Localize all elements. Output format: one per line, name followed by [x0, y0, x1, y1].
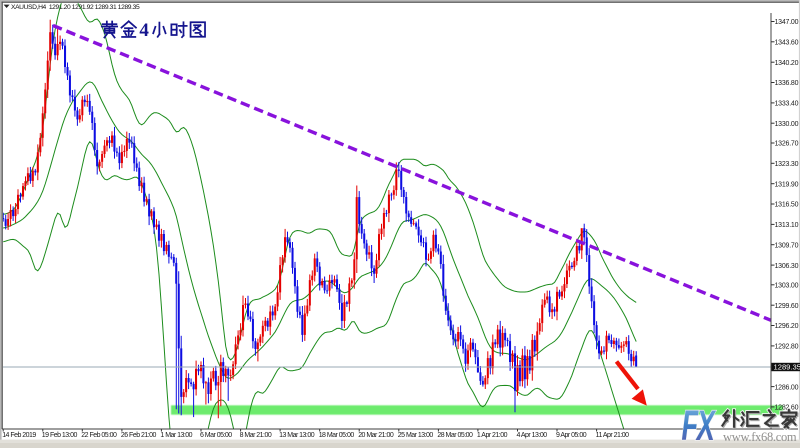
- svg-text:26 Feb 21:00: 26 Feb 21:00: [121, 432, 157, 439]
- svg-text:8 Mar 21:00: 8 Mar 21:00: [240, 432, 272, 439]
- svg-text:1309.70: 1309.70: [775, 242, 799, 249]
- svg-text:XAUUSD,H4 1291.20 1291.92 128: XAUUSD,H4 1291.20 1291.92 1289.31 1289.3…: [11, 4, 140, 11]
- svg-text:1286.00: 1286.00: [775, 384, 799, 391]
- svg-text:www.fx68.com: www.fx68.com: [723, 430, 797, 443]
- svg-text:1 Mar 13:00: 1 Mar 13:00: [160, 432, 192, 439]
- svg-text:1323.30: 1323.30: [775, 161, 799, 168]
- svg-text:1343.60: 1343.60: [775, 40, 799, 47]
- svg-text:1 Apr 21:00: 1 Apr 21:00: [477, 432, 508, 439]
- svg-text:FX: FX: [682, 401, 717, 443]
- svg-text:11 Apr 21:00: 11 Apr 21:00: [596, 432, 630, 439]
- svg-text:1330.00: 1330.00: [775, 121, 799, 128]
- svg-text:19 Feb 13:00: 19 Feb 13:00: [42, 432, 78, 439]
- svg-text:1306.30: 1306.30: [775, 263, 799, 270]
- svg-text:1336.80: 1336.80: [775, 80, 799, 87]
- svg-text:1347.00: 1347.00: [775, 19, 799, 26]
- svg-text:13 Mar 13:00: 13 Mar 13:00: [279, 432, 315, 439]
- svg-text:1296.20: 1296.20: [775, 323, 799, 330]
- svg-text:1326.70: 1326.70: [775, 141, 799, 148]
- svg-text:14 Feb 2019: 14 Feb 2019: [2, 432, 36, 439]
- svg-text:1333.40: 1333.40: [775, 101, 799, 108]
- svg-text:1303.00: 1303.00: [775, 283, 799, 290]
- svg-text:1316.50: 1316.50: [775, 202, 799, 209]
- svg-text:6 Mar 05:00: 6 Mar 05:00: [200, 432, 232, 439]
- svg-text:1313.10: 1313.10: [775, 222, 799, 229]
- svg-text:1319.90: 1319.90: [775, 181, 799, 188]
- svg-text:1299.60: 1299.60: [775, 303, 799, 310]
- svg-text:1340.20: 1340.20: [775, 60, 799, 67]
- svg-text:1282.60: 1282.60: [775, 405, 799, 412]
- svg-text:25 Mar 13:00: 25 Mar 13:00: [398, 432, 434, 439]
- svg-text:18 Mar 05:00: 18 Mar 05:00: [319, 432, 355, 439]
- svg-text:1292.80: 1292.80: [775, 344, 799, 351]
- svg-text:4: 4: [139, 20, 149, 41]
- svg-text:20 Mar 21:00: 20 Mar 21:00: [358, 432, 394, 439]
- svg-text:1289.35: 1289.35: [774, 363, 800, 372]
- svg-text:28 Mar 05:00: 28 Mar 05:00: [437, 432, 473, 439]
- svg-text:22 Feb 05:00: 22 Feb 05:00: [81, 432, 117, 439]
- svg-text:9 Apr 05:00: 9 Apr 05:00: [556, 432, 587, 439]
- svg-text:4 Apr 13:00: 4 Apr 13:00: [517, 432, 548, 439]
